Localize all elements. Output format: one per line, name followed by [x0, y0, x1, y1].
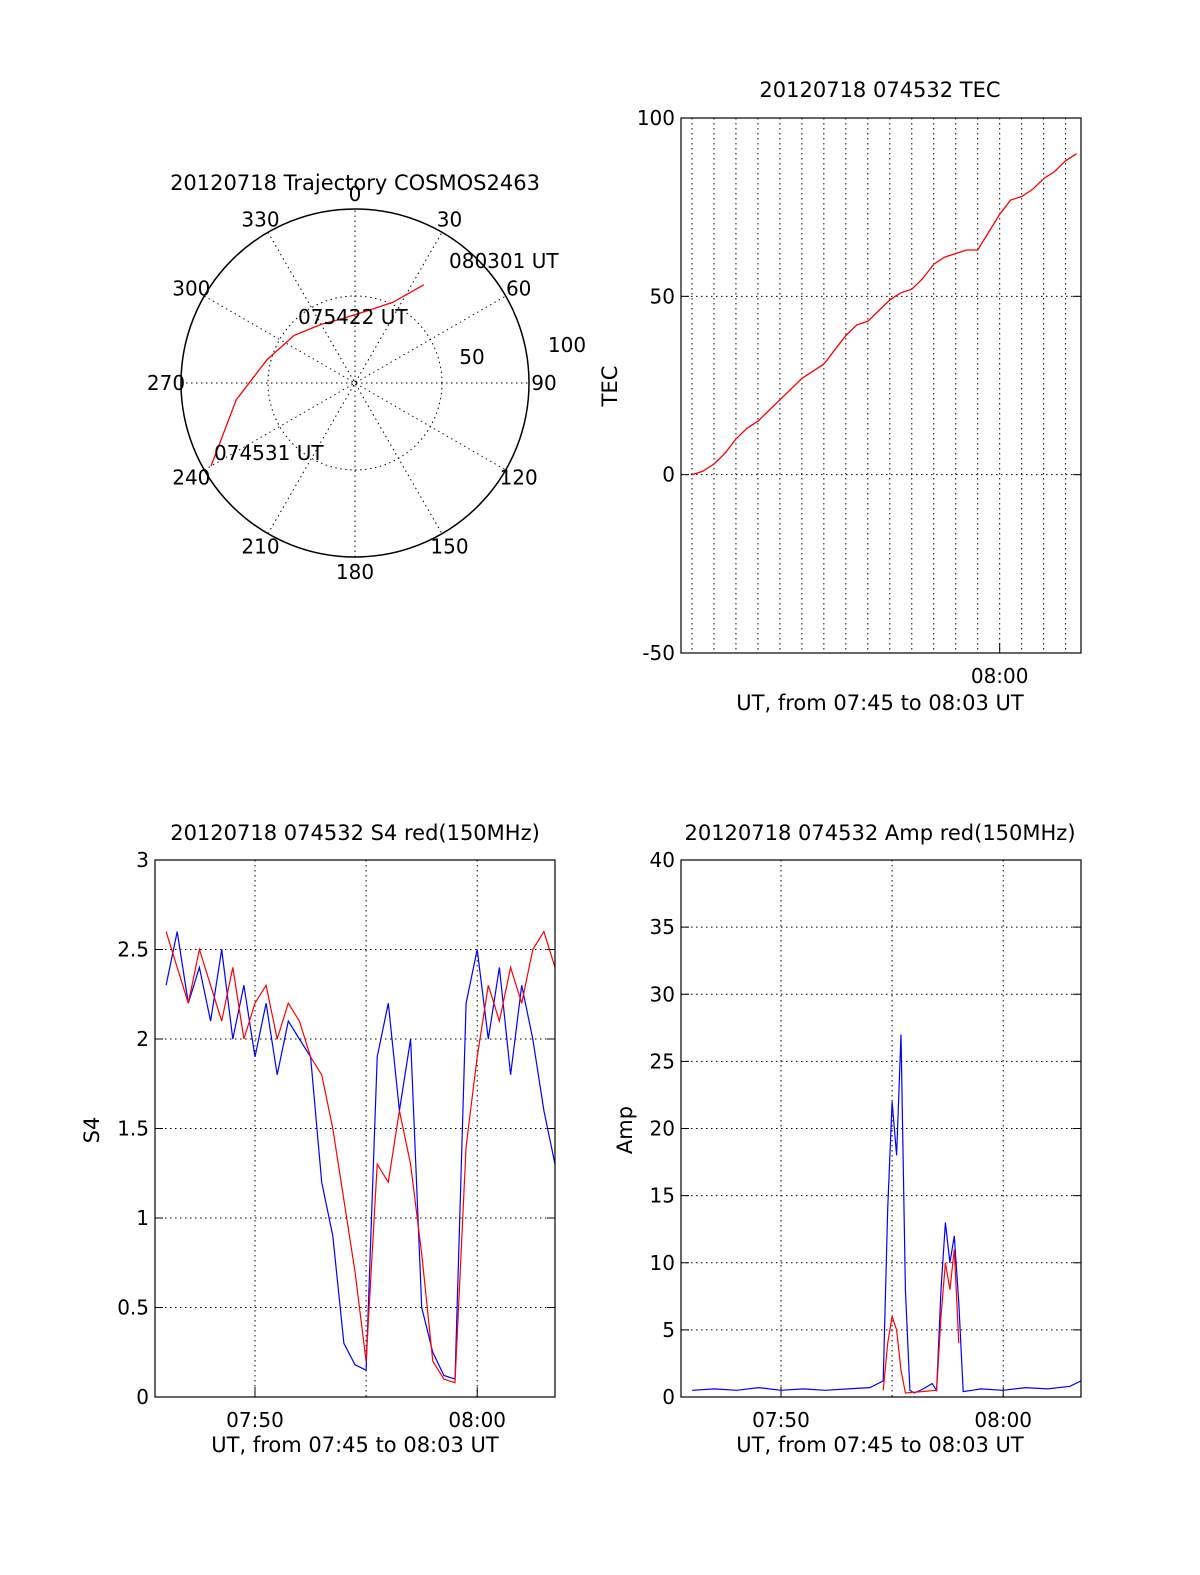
s4-y-tick-label: 0 — [136, 1385, 149, 1409]
s4-y-ticks: 0 0.5 1 1.5 2 2.5 3 — [117, 848, 555, 1409]
s4-series-blue — [165, 931, 556, 1380]
tec-x-label: UT, from 07:45 to 08:03 UT — [736, 691, 1024, 715]
amp-y-ticks: 0 5 10 15 20 25 30 35 40 — [650, 848, 1081, 1409]
amp-y-tick-label: 0 — [662, 1385, 675, 1409]
amp-panel: 20120718 074532 Amp red(150MHz) 0 5 10 15 20… — [613, 821, 1082, 1457]
s4-y-tick-label: 0.5 — [117, 1296, 149, 1320]
polar-azimuth-label: 330 — [241, 207, 279, 231]
annotation-074531: 074531 UT — [214, 441, 324, 465]
s4-x-label: UT, from 07:45 to 08:03 UT — [211, 1433, 499, 1457]
polar-azimuth-label: 30 — [437, 207, 462, 231]
s4-y-tick-label: 2.5 — [117, 938, 149, 962]
polar-title: 20120718 Trajectory COSMOS2463 — [170, 171, 540, 195]
s4-x-tick-label: 07:50 — [226, 1408, 284, 1432]
polar-spoke — [267, 232, 443, 534]
polar-azimuth-labels: 0 30 60 90 120 150 180 210 240 270 300 330 — [147, 182, 557, 584]
s4-y-tick-label: 3 — [136, 848, 149, 872]
tec-y-ticks: -50 0 50 100 — [637, 106, 1081, 665]
amp-series-blue — [692, 1034, 1082, 1394]
amp-series-red — [882, 1249, 960, 1394]
polar-azimuth-label: 150 — [430, 535, 468, 559]
s4-panel: 20120718 074532 S4 red(150MHz) 0 0.5 1 1.5 2… — [80, 821, 556, 1457]
amp-y-tick-label: 10 — [650, 1251, 675, 1275]
s4-grid — [155, 859, 555, 1398]
s4-title: 20120718 074532 S4 red(150MHz) — [170, 821, 540, 845]
polar-azimuth-label: 240 — [172, 466, 210, 490]
polar-spokes — [181, 209, 529, 557]
s4-x-ticks: 07:50 08:00 — [226, 1387, 506, 1432]
s4-y-tick-label: 1 — [136, 1206, 149, 1230]
tec-grid — [681, 117, 1081, 654]
amp-y-tick-label: 25 — [650, 1049, 675, 1073]
polar-radius-label-100: 100 — [548, 333, 586, 357]
tec-y-tick-label: 50 — [650, 284, 675, 308]
tec-x-ticks: 08:00 — [971, 643, 1029, 688]
amp-y-label: Amp — [613, 1106, 637, 1154]
polar-azimuth-label: 210 — [241, 535, 279, 559]
amp-x-ticks: 07:50 08:00 — [752, 1387, 1032, 1432]
s4-y-tick-label: 2 — [136, 1027, 149, 1051]
amp-x-tick-label: 08:00 — [974, 1408, 1032, 1432]
polar-azimuth-label: 270 — [147, 371, 185, 395]
tec-y-tick-label: 0 — [662, 463, 675, 487]
polar-azimuth-label: 120 — [500, 466, 538, 490]
amp-y-tick-label: 15 — [650, 1184, 675, 1208]
polar-spoke — [267, 232, 443, 534]
amp-y-tick-label: 30 — [650, 982, 675, 1006]
polar-azimuth-label: 300 — [172, 277, 210, 301]
amp-grid — [681, 859, 1081, 1398]
polar-trajectory-line — [210, 284, 425, 467]
amp-y-tick-label: 35 — [650, 915, 675, 939]
s4-x-tick-label: 08:00 — [448, 1408, 506, 1432]
polar-azimuth-label: 90 — [531, 371, 556, 395]
polar-spoke — [204, 295, 506, 471]
tec-title: 20120718 074532 TEC — [759, 78, 1000, 102]
tec-series-line — [691, 153, 1077, 476]
amp-plot-frame — [680, 859, 1082, 1398]
polar-spoke — [204, 295, 506, 471]
amp-y-tick-label: 40 — [650, 848, 675, 872]
amp-y-tick-label: 5 — [662, 1318, 675, 1342]
amp-y-tick-label: 20 — [650, 1117, 675, 1141]
polar-azimuth-label: 0 — [349, 182, 362, 206]
polar-radius-label-50: 50 — [459, 345, 484, 369]
s4-series-red — [165, 930, 556, 1384]
s4-y-tick-label: 1.5 — [117, 1117, 149, 1141]
tec-y-tick-label: -50 — [642, 641, 675, 665]
s4-y-label: S4 — [80, 1117, 104, 1144]
polar-panel: 20120718 Trajectory COSMOS2463 0 30 60 90 12… — [147, 171, 586, 584]
amp-x-tick-label: 07:50 — [752, 1408, 810, 1432]
polar-azimuth-label: 60 — [506, 277, 531, 301]
annotation-080301: 080301 UT — [449, 249, 559, 273]
annotation-075422: 075422 UT — [298, 305, 408, 329]
tec-x-tick-label: 08:00 — [971, 664, 1029, 688]
s4-plot-frame — [154, 859, 556, 1398]
tec-y-label: TEC — [598, 366, 622, 408]
tec-y-tick-label: 100 — [637, 106, 675, 130]
polar-azimuth-label: 180 — [336, 560, 374, 584]
amp-title: 20120718 074532 Amp red(150MHz) — [684, 821, 1075, 845]
tec-plot-frame — [680, 117, 1082, 654]
amp-x-label: UT, from 07:45 to 08:03 UT — [736, 1433, 1024, 1457]
